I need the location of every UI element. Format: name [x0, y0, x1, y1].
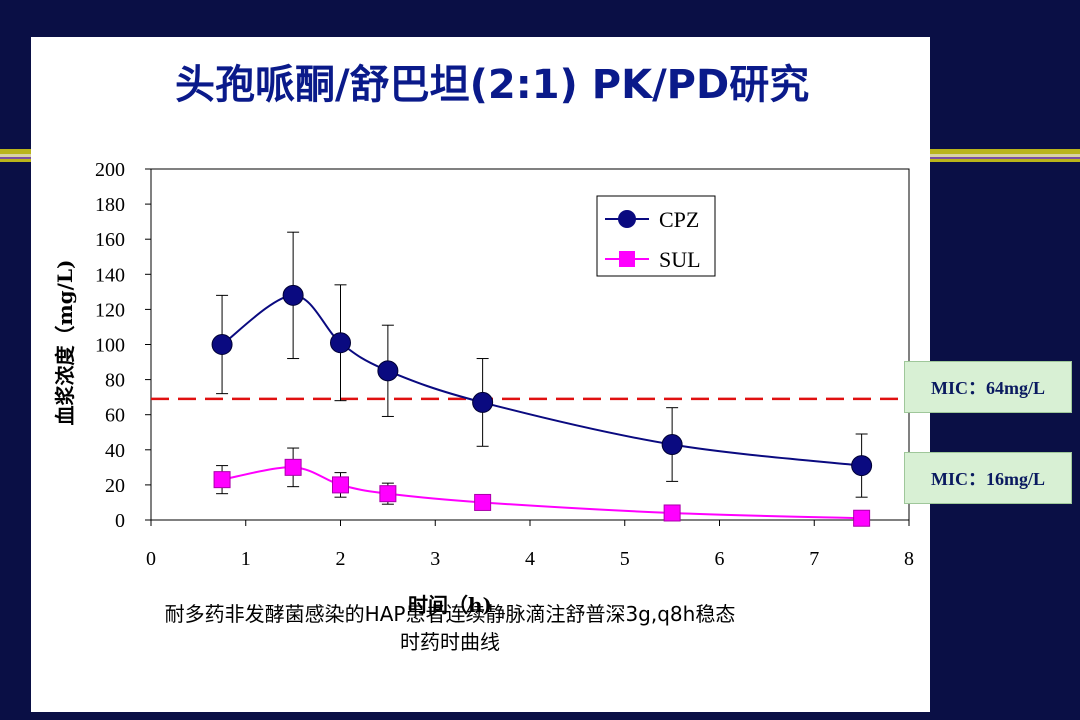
legend-sul-marker — [619, 251, 635, 267]
cpz-series-line — [221, 294, 862, 467]
y-tick-label: 140 — [95, 264, 125, 286]
x-tick-label: 5 — [620, 548, 630, 570]
sul-data-point — [379, 485, 397, 503]
mic-64-label: MIC：64mg/L — [904, 361, 1072, 413]
x-tick-label: 2 — [336, 548, 346, 570]
legend-sul-label: SUL — [659, 247, 701, 272]
x-tick-label: 4 — [525, 548, 535, 570]
y-tick-label: 80 — [105, 370, 125, 392]
caption-line-2: 时药时曲线 — [400, 630, 500, 654]
y-tick-label: 60 — [105, 405, 125, 427]
cpz-data-point — [330, 332, 351, 354]
cpz-data-point — [851, 455, 873, 477]
y-tick-label: 180 — [95, 194, 125, 216]
x-tick-label: 8 — [904, 548, 914, 570]
caption-line-1: 耐多药非发酵菌感染的HAP患者连续静脉滴注舒普深3g,q8h稳态 — [164, 602, 736, 626]
mic-16-label: MIC：16mg/L — [904, 452, 1072, 504]
y-tick-label: 0 — [115, 510, 125, 532]
y-axis-label: 血浆浓度（mg/L) — [53, 260, 77, 426]
slide-title: 头孢哌酮/舒巴坦(2:1) PK/PD研究 — [175, 62, 810, 108]
sul-series-line — [221, 466, 862, 520]
y-tick-label: 20 — [105, 475, 125, 497]
sul-data-point — [213, 471, 231, 489]
y-tick-label: 200 — [95, 159, 125, 181]
x-tick-label: 0 — [146, 548, 156, 570]
sul-data-point — [332, 476, 349, 494]
cpz-data-point — [661, 434, 683, 456]
x-tick-label: 3 — [430, 548, 440, 570]
y-tick-label: 120 — [95, 299, 125, 321]
sul-data-point — [284, 458, 302, 476]
x-axis-label: 时间（h) — [408, 593, 492, 617]
legend-cpz-marker — [618, 210, 636, 228]
cpz-data-point — [472, 391, 494, 413]
y-tick-label: 40 — [105, 440, 125, 462]
sul-data-point — [853, 509, 871, 527]
cpz-data-point — [211, 334, 233, 355]
y-tick-label: 160 — [95, 229, 125, 251]
sul-data-point — [474, 493, 492, 511]
slide-panel — [31, 37, 930, 712]
cpz-data-point — [377, 360, 399, 382]
cpz-data-point — [282, 284, 304, 306]
plot-frame — [150, 168, 910, 521]
x-tick-label: 1 — [241, 548, 251, 570]
legend-cpz-label: CPZ — [659, 207, 699, 232]
sul-data-point — [663, 504, 681, 522]
x-tick-label: 7 — [809, 548, 819, 570]
y-tick-label: 100 — [95, 335, 125, 357]
x-tick-label: 6 — [715, 548, 725, 570]
legend-box — [596, 195, 716, 277]
slide-caption: 耐多药非发酵菌感染的HAP患者连续静脉滴注舒普深3g,q8h稳态 时药时曲线 — [60, 600, 840, 656]
